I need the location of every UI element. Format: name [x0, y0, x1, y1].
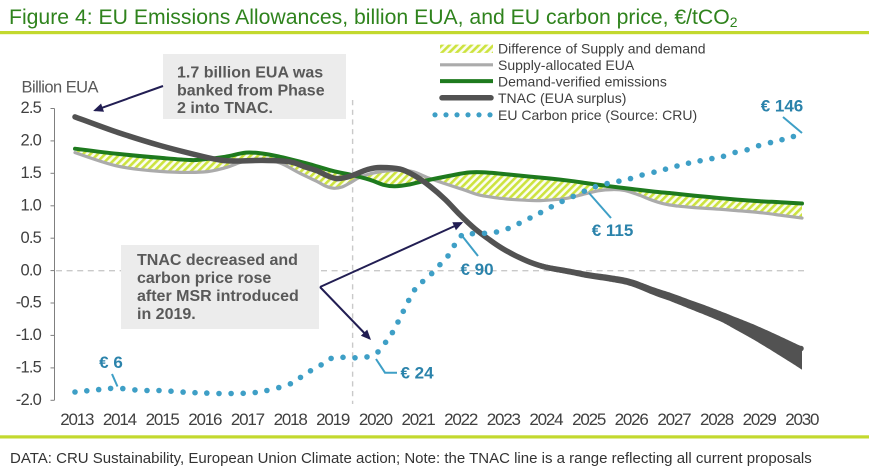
- svg-text:banked from Phase: banked from Phase: [177, 83, 325, 100]
- svg-text:Difference of Supply and deman: Difference of Supply and demand: [498, 41, 706, 57]
- svg-text:TNAC decreased and: TNAC decreased and: [137, 252, 298, 269]
- svg-text:2.0: 2.0: [20, 132, 41, 150]
- svg-text:Demand-verified emissions: Demand-verified emissions: [498, 73, 667, 89]
- svg-text:€ 6: € 6: [99, 353, 123, 372]
- svg-text:0.0: 0.0: [20, 261, 41, 279]
- svg-text:2030: 2030: [785, 410, 819, 429]
- svg-text:2023: 2023: [487, 410, 521, 429]
- svg-text:€ 24: € 24: [400, 364, 434, 383]
- svg-text:€ 90: € 90: [460, 260, 493, 279]
- svg-text:2028: 2028: [700, 410, 734, 429]
- svg-text:2024: 2024: [529, 410, 563, 429]
- svg-text:0.5: 0.5: [20, 229, 41, 247]
- svg-text:2022: 2022: [444, 410, 478, 429]
- svg-text:-1.5: -1.5: [16, 359, 42, 377]
- svg-text:2018: 2018: [274, 410, 308, 429]
- svg-text:carbon price rose: carbon price rose: [137, 270, 271, 287]
- svg-text:Billion EUA: Billion EUA: [22, 78, 99, 96]
- svg-text:1.5: 1.5: [20, 164, 41, 182]
- svg-text:2017: 2017: [231, 410, 265, 429]
- svg-text:2016: 2016: [188, 410, 222, 429]
- svg-text:2.5: 2.5: [20, 99, 41, 117]
- svg-text:TNAC (EUA surplus): TNAC (EUA surplus): [498, 90, 626, 106]
- svg-text:2020: 2020: [359, 410, 393, 429]
- svg-text:2029: 2029: [743, 410, 777, 429]
- svg-text:2014: 2014: [103, 410, 137, 429]
- svg-text:€ 115: € 115: [592, 221, 634, 240]
- svg-text:1.0: 1.0: [20, 197, 41, 215]
- svg-text:2027: 2027: [657, 410, 691, 429]
- svg-text:2026: 2026: [615, 410, 649, 429]
- svg-text:Supply-allocated EUA: Supply-allocated EUA: [498, 57, 635, 73]
- svg-text:-1.0: -1.0: [16, 326, 42, 344]
- svg-text:Figure 4: EU Emissions Allowan: Figure 4: EU Emissions Allowances, billi…: [9, 6, 738, 30]
- svg-text:EU Carbon price (Source: CRU): EU Carbon price (Source: CRU): [498, 107, 697, 123]
- svg-text:DATA: CRU Sustainability, Euro: DATA: CRU Sustainability, European Union…: [10, 450, 812, 467]
- svg-text:2013: 2013: [60, 410, 94, 429]
- svg-text:2 into TNAC.: 2 into TNAC.: [177, 100, 273, 117]
- svg-text:-2.0: -2.0: [16, 391, 42, 409]
- svg-text:-0.5: -0.5: [16, 294, 42, 312]
- svg-text:2025: 2025: [572, 410, 606, 429]
- svg-text:2015: 2015: [146, 410, 180, 429]
- svg-text:in 2019.: in 2019.: [137, 306, 196, 323]
- svg-text:€ 146: € 146: [761, 97, 804, 116]
- svg-text:2019: 2019: [316, 410, 350, 429]
- svg-text:2021: 2021: [401, 410, 435, 429]
- svg-text:after MSR introduced: after MSR introduced: [137, 288, 299, 305]
- svg-text:1.7 billion EUA was: 1.7 billion EUA was: [177, 65, 323, 82]
